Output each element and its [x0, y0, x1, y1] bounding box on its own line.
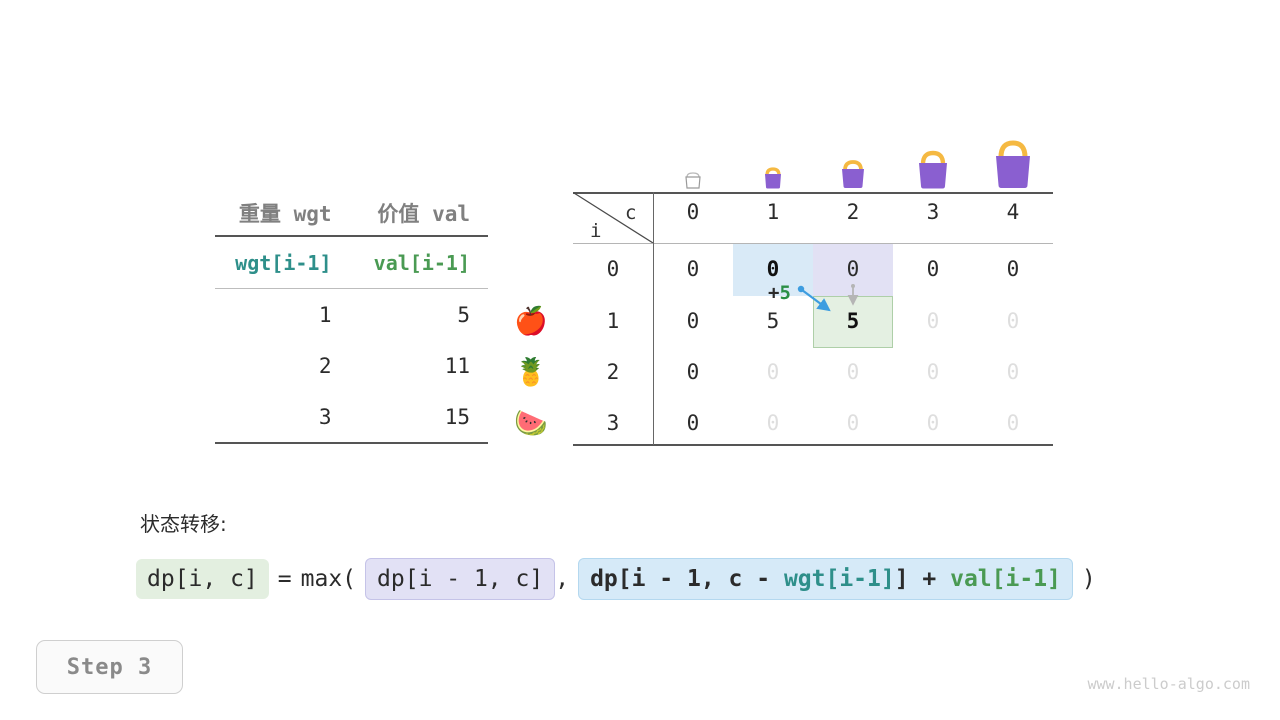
- arrow-take-item: [801, 289, 831, 312]
- item-table-header-val: 价值 val: [377, 201, 470, 226]
- pineapple-emoji: 🍍: [514, 357, 548, 388]
- item-table-divider-top: [215, 235, 488, 237]
- dp-col-header-1: 1: [766, 200, 780, 224]
- formula-take-mid: ] +: [894, 566, 951, 592]
- dp-border-top: [573, 192, 1053, 194]
- dp-col-header-4: 4: [1006, 200, 1020, 224]
- formula-token-wgt: wgt[i-1]: [783, 566, 895, 592]
- plus-sign: +: [768, 282, 780, 304]
- dp-cell-0-2: 0: [846, 257, 860, 281]
- arrow-skip-origin-dot: [851, 284, 855, 288]
- formula-token-val: val[i-1]: [950, 566, 1061, 592]
- bag-icon-capacity-0: [653, 122, 733, 190]
- formula-max-open: max(: [300, 566, 357, 592]
- table-row: 2 11: [215, 340, 488, 391]
- item-table-divider-bottom: [215, 442, 488, 444]
- dp-col-header-0: 0: [686, 200, 700, 224]
- item-table-subheader-row: wgt[i-1] val[i-1]: [215, 237, 488, 288]
- dp-cell-0-3: 0: [926, 257, 940, 281]
- dp-cell-2-4: 0: [1006, 360, 1020, 384]
- dp-cell-3-2: 0: [846, 411, 860, 435]
- formula-take-prefix: dp[i - 1, c -: [590, 566, 784, 592]
- item-table-subheader-wgt: wgt[i-1]: [235, 250, 332, 275]
- step-badge: Step 3: [36, 640, 183, 694]
- dp-cell-3-0: 0: [686, 411, 700, 435]
- item-table-divider-mid: [215, 288, 488, 289]
- bag-icon-capacity-2: [813, 122, 893, 190]
- item-table-header-row: 重量 wgt 价值 val: [215, 190, 488, 235]
- dp-cell-1-3: 0: [926, 309, 940, 333]
- item-table: 重量 wgt 价值 val wgt[i-1] val[i-1] 1 5 2 11…: [215, 190, 488, 444]
- fruit-column: 🍎 🍍 🍉: [508, 296, 554, 449]
- dp-border-vertical: [653, 192, 654, 445]
- dp-row-header-2: 2: [606, 360, 620, 384]
- formula-option-take: dp[i - 1, c - wgt[i-1]] + val[i-1]: [578, 558, 1073, 600]
- dp-border-bottom: [573, 444, 1053, 446]
- transition-formula: dp[i, c] = max( dp[i - 1, c] , dp[i - 1,…: [136, 558, 1096, 600]
- formula-comma: ,: [555, 566, 570, 592]
- dp-cell-3-3: 0: [926, 411, 940, 435]
- watermelon-emoji: 🍉: [514, 408, 548, 439]
- item-wgt-2: 2: [318, 353, 332, 378]
- plus-value: 5: [779, 282, 791, 304]
- state-transition-label: 状态转移:: [140, 512, 227, 536]
- formula-option-skip: dp[i - 1, c]: [365, 558, 556, 600]
- formula-equals: =: [277, 566, 292, 592]
- dp-cell-3-1: 0: [766, 411, 780, 435]
- dp-cell-0-0: 0: [686, 257, 700, 281]
- apple-emoji: 🍎: [514, 306, 548, 337]
- dp-cell-2-3: 0: [926, 360, 940, 384]
- dp-row-header-1: 1: [606, 309, 620, 333]
- table-row: 3 15: [215, 391, 488, 442]
- bag-icon-capacity-1: [733, 122, 813, 190]
- bag-icon-row: [653, 122, 1053, 190]
- value-gain-annotation: +5: [768, 282, 791, 304]
- dp-row-header-3: 3: [606, 411, 620, 435]
- dp-cell-1-0: 0: [686, 309, 700, 333]
- dp-col-header-2: 2: [846, 200, 860, 224]
- dp-cell-0-4: 0: [1006, 257, 1020, 281]
- item-wgt-3: 3: [318, 404, 332, 429]
- bag-icon-capacity-3: [893, 122, 973, 190]
- dp-border-header: [573, 243, 1053, 244]
- bag-icon-capacity-4: [973, 122, 1053, 190]
- item-val-1: 5: [457, 302, 470, 327]
- dp-cell-3-4: 0: [1006, 411, 1020, 435]
- watermark: www.hello-algo.com: [1087, 675, 1250, 693]
- formula-target: dp[i, c]: [136, 559, 269, 599]
- corner-label-i: i: [590, 220, 602, 242]
- dp-cell-0-1: 0: [766, 257, 780, 281]
- dp-cell-1-1: 5: [766, 309, 780, 333]
- dp-table: c i 0 1 2 3 4 0 1 2 3 0 0 0 0 0 0 5 5 0 …: [573, 192, 1053, 446]
- dp-col-header-3: 3: [926, 200, 940, 224]
- item-val-2: 11: [444, 353, 470, 378]
- item-val-3: 15: [444, 404, 470, 429]
- dp-cell-2-1: 0: [766, 360, 780, 384]
- corner-diagonal-line: [573, 192, 653, 243]
- formula-close-paren: ): [1081, 566, 1096, 592]
- dp-cell-2-0: 0: [686, 360, 700, 384]
- corner-label-c: c: [625, 202, 637, 224]
- transition-arrows: [797, 284, 859, 312]
- item-table-subheader-val: val[i-1]: [373, 250, 470, 275]
- dp-cell-2-2: 0: [846, 360, 860, 384]
- item-table-header-wgt: 重量 wgt: [238, 201, 332, 226]
- table-row: 1 5: [215, 289, 488, 340]
- item-wgt-1: 1: [318, 302, 332, 327]
- dp-cell-1-2: 5: [846, 309, 860, 333]
- dp-row-header-0: 0: [606, 257, 620, 281]
- dp-cell-1-4: 0: [1006, 309, 1020, 333]
